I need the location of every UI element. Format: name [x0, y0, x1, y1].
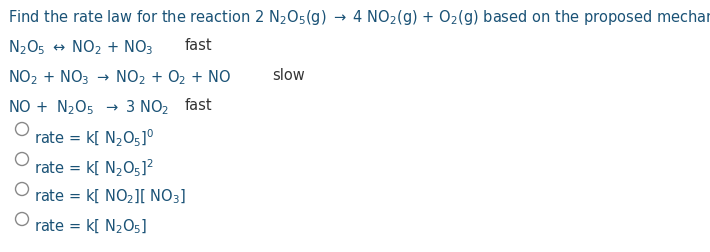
Text: $\mathregular{NO_2}$ + $\mathregular{NO_3}$ $\rightarrow$ $\mathregular{NO_2}$ +: $\mathregular{NO_2}$ + $\mathregular{NO_… [8, 68, 231, 87]
Text: rate = k[ $\mathregular{N_2O_5}$]$^2$: rate = k[ $\mathregular{N_2O_5}$]$^2$ [35, 158, 155, 179]
Text: rate = k[ $\mathregular{NO_2}$][ $\mathregular{NO_3}$]: rate = k[ $\mathregular{NO_2}$][ $\mathr… [35, 188, 186, 206]
Text: slow: slow [272, 68, 305, 83]
Text: fast: fast [185, 98, 212, 113]
Text: rate = k[ $\mathregular{N_2O_5}$]: rate = k[ $\mathregular{N_2O_5}$] [35, 218, 148, 236]
Text: NO +  $\mathregular{N_2O_5}$  $\rightarrow$ 3 $\mathregular{NO_2}$: NO + $\mathregular{N_2O_5}$ $\rightarrow… [8, 98, 169, 117]
Text: Find the rate law for the reaction 2 $\mathregular{N_2O_5}$(g) $\rightarrow$ 4 $: Find the rate law for the reaction 2 $\m… [8, 8, 710, 27]
Text: fast: fast [185, 38, 212, 53]
Text: rate = k[ $\mathregular{N_2O_5}$]$^0$: rate = k[ $\mathregular{N_2O_5}$]$^0$ [35, 128, 155, 149]
Text: $\mathregular{N_2O_5}$ $\leftrightarrow$ $\mathregular{NO_2}$ + $\mathregular{NO: $\mathregular{N_2O_5}$ $\leftrightarrow$… [8, 38, 153, 57]
